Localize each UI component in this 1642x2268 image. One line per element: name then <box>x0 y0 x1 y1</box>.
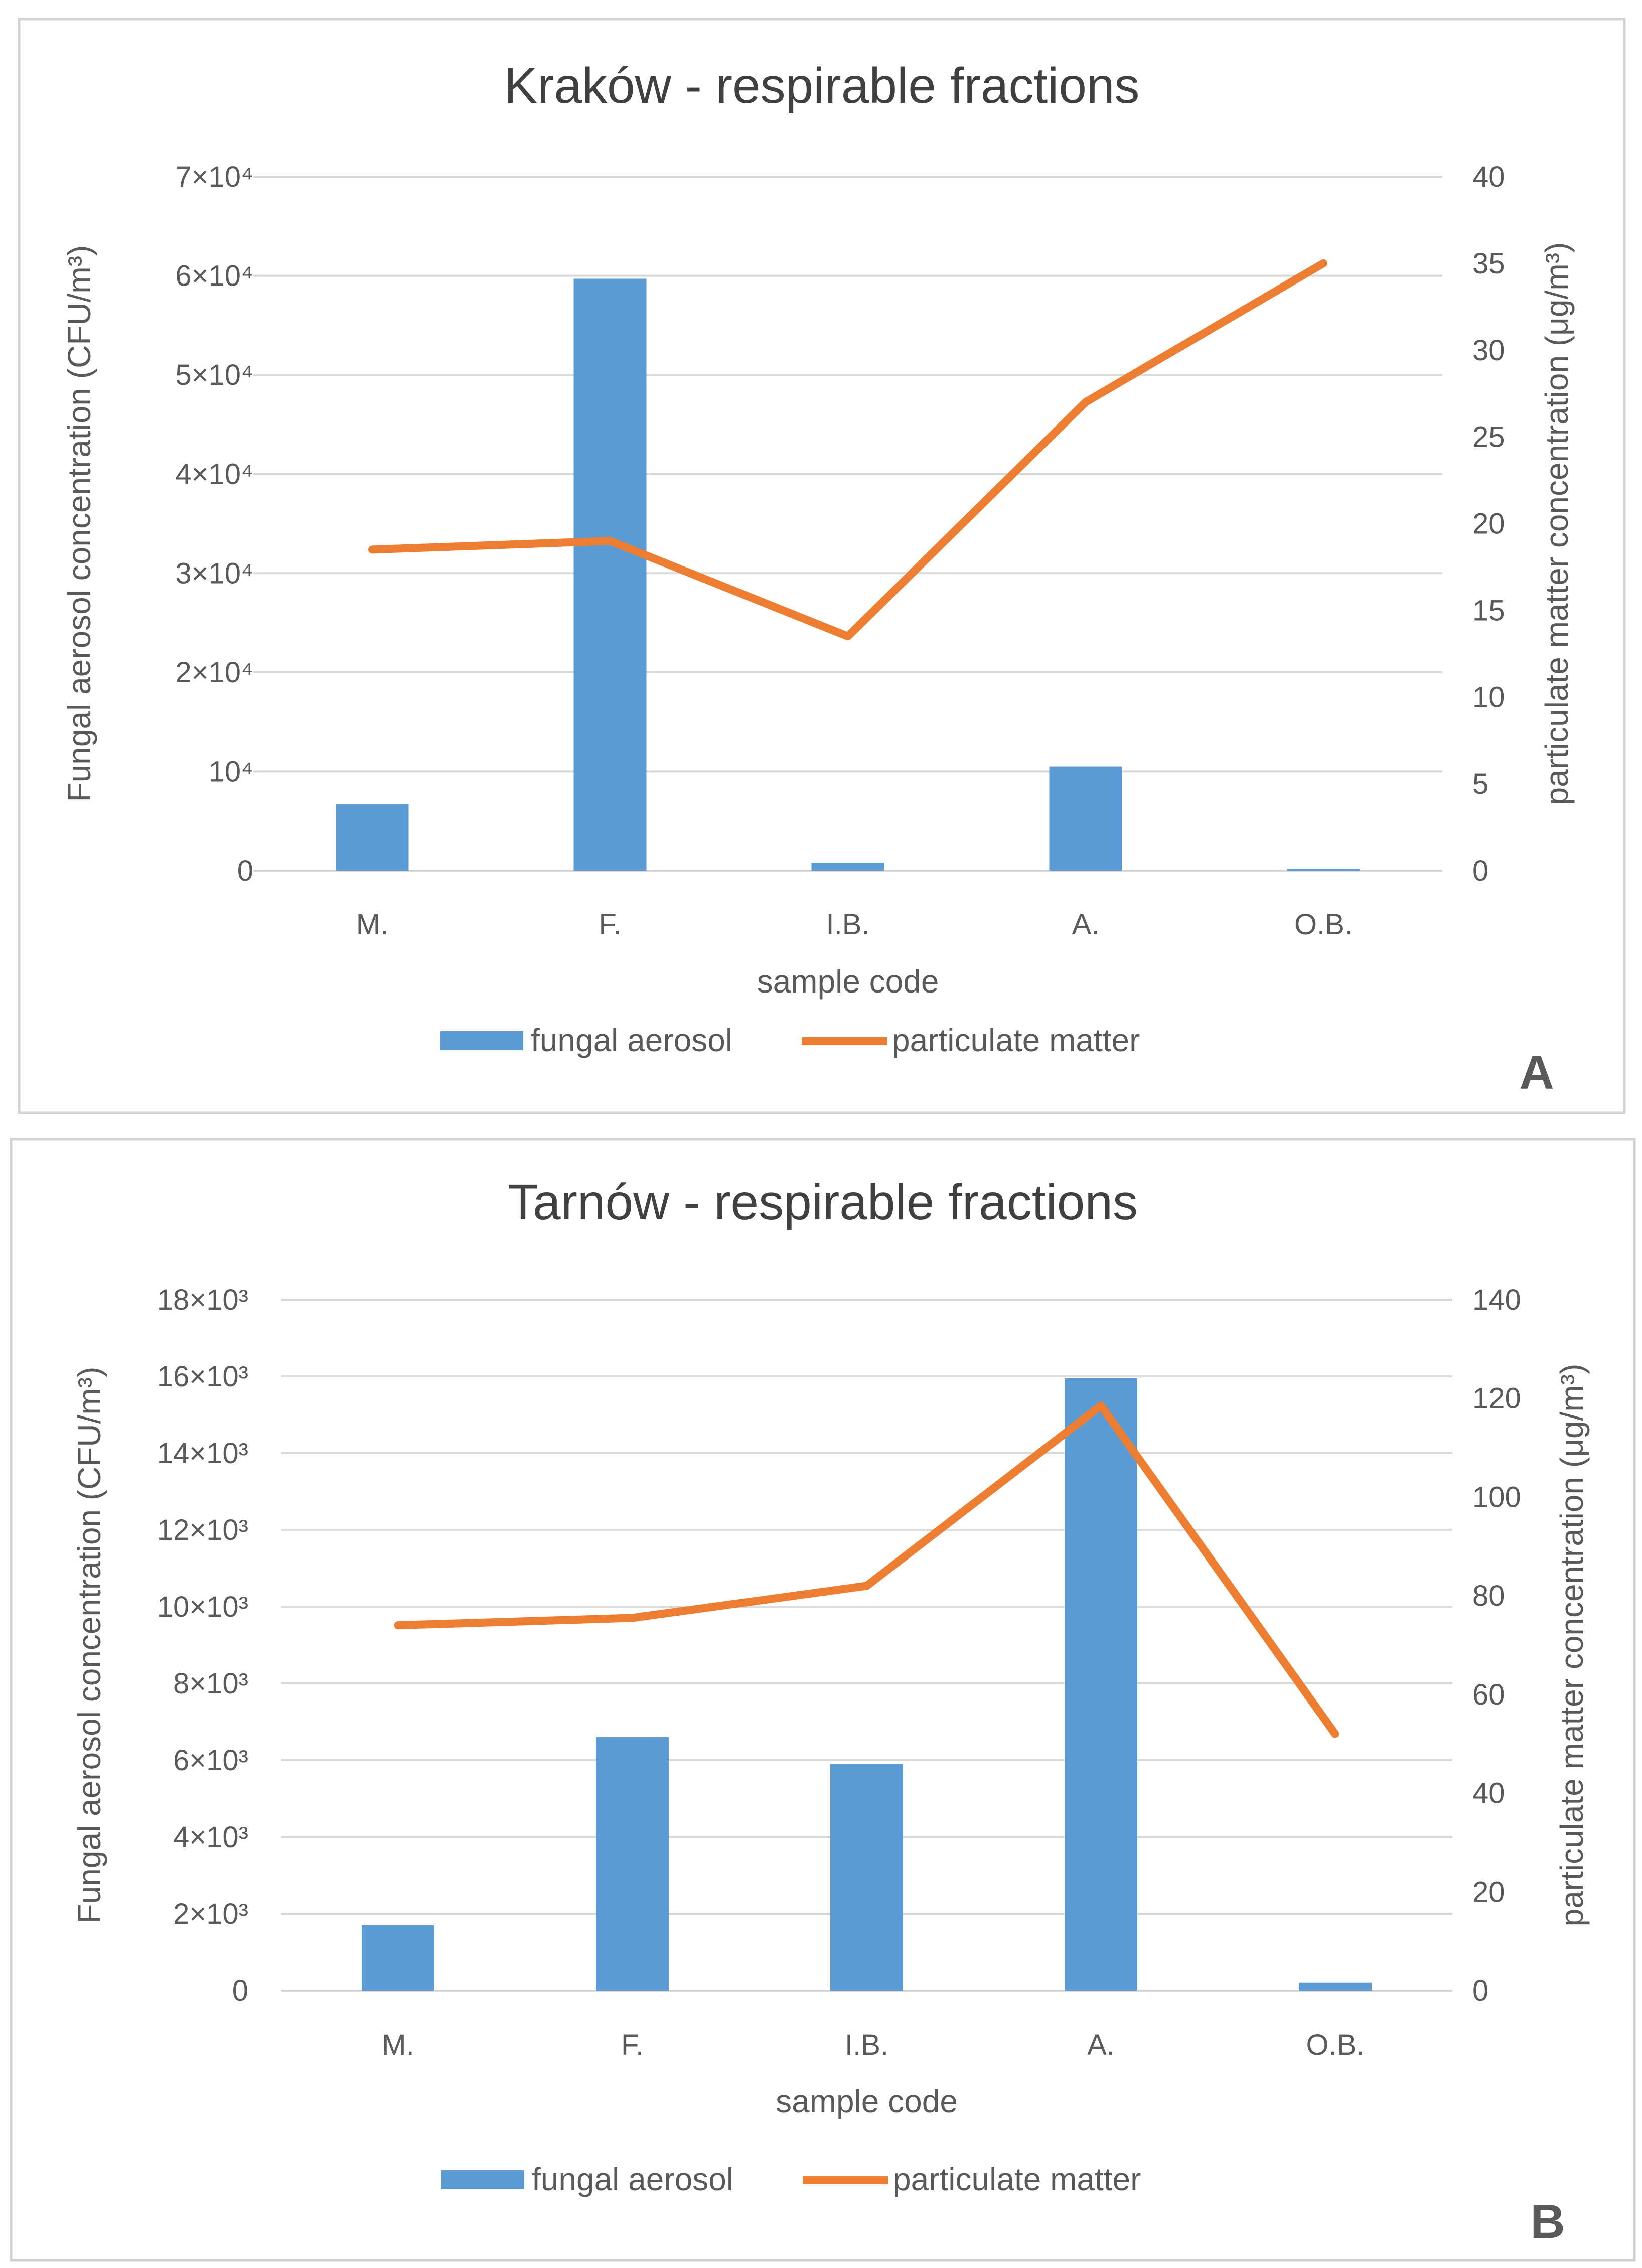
line-point-m <box>372 549 373 550</box>
y-right-tick-label: 40 <box>1472 161 1505 193</box>
x-tick-label: O.B. <box>1294 908 1353 941</box>
y-right-tick-label: 40 <box>1472 1777 1505 1810</box>
line-point-ob <box>1334 1733 1336 1735</box>
y-right-tick-label: 60 <box>1472 1678 1505 1711</box>
line-point-m <box>397 1625 399 1626</box>
bar-f <box>573 278 647 871</box>
x-tick-label: O.B. <box>1306 2029 1364 2061</box>
y-right-tick-label: 35 <box>1472 247 1505 280</box>
x-tick-label: F. <box>621 2029 644 2061</box>
y-left-tick-label: 5×10⁴ <box>175 359 253 391</box>
x-tick-label: A. <box>1072 908 1100 941</box>
chart-panel-a: Kraków - respirable fractions 0 10⁴ 2×10⁴ 3×… <box>18 18 1626 1114</box>
bar-ob <box>1299 1982 1372 1991</box>
line-point-ob <box>1323 262 1324 264</box>
y-left-tick-label: 18×10³ <box>157 1284 248 1316</box>
x-axis-label: sample code <box>776 2083 958 2119</box>
bar-m <box>336 804 409 871</box>
y-left-tick-label: 7×10⁴ <box>175 161 253 193</box>
y-right-tick-label: 25 <box>1472 421 1505 454</box>
y-left-tick-label: 0 <box>237 855 253 887</box>
line-point-a <box>1085 401 1086 403</box>
y-left-tick-label: 4×10³ <box>173 1821 248 1854</box>
legend-label: particulate matter <box>893 2161 1141 2197</box>
y-right-tick-label: 120 <box>1472 1382 1521 1415</box>
bar-ib <box>811 863 884 871</box>
legend-swatch-bar <box>440 1031 523 1050</box>
y-right-tick-label: 0 <box>1472 1974 1488 2007</box>
y-right-tick-label: 140 <box>1472 1284 1521 1316</box>
y-right-tick-label: 20 <box>1472 508 1505 540</box>
x-tick-label: I.B. <box>845 2029 888 2061</box>
bar-a <box>1049 766 1122 871</box>
chart-frame <box>10 1138 1636 2262</box>
y-right-tick-label: 30 <box>1472 334 1505 367</box>
line-point-f <box>610 540 611 542</box>
y-right-axis-label: particulate matter concentration (μg/m³) <box>1554 1364 1590 1927</box>
y-right-tick-label: 5 <box>1472 768 1488 800</box>
line-point-f <box>632 1617 633 1619</box>
y-left-tick-label: 14×10³ <box>157 1437 248 1470</box>
legend-label: fungal aerosol <box>531 1022 732 1058</box>
y-left-tick-label: 4×10⁴ <box>175 458 253 491</box>
x-tick-label: A. <box>1087 2029 1115 2061</box>
legend-swatch-bar <box>441 2170 524 2189</box>
y-right-tick-label: 15 <box>1472 594 1505 627</box>
line-point-a <box>1100 1405 1102 1406</box>
panel-letter: A <box>1519 1046 1554 1099</box>
x-tick-label: F. <box>599 908 621 941</box>
y-left-tick-label: 3×10⁴ <box>175 557 253 590</box>
line-point-ib <box>866 1585 867 1587</box>
legend-label: particulate matter <box>892 1022 1140 1058</box>
bar-f <box>596 1737 669 1991</box>
y-right-tick-label: 80 <box>1472 1580 1505 1612</box>
y-left-tick-label: 2×10³ <box>173 1898 248 1930</box>
legend-label: fungal aerosol <box>532 2161 733 2197</box>
bar-ib <box>830 1764 903 1991</box>
y-left-tick-label: 16×10³ <box>157 1360 248 1393</box>
y-left-tick-label: 6×10³ <box>173 1744 248 1777</box>
line-series-particulate-matter <box>394 1401 1339 1738</box>
y-left-tick-label: 2×10⁴ <box>175 656 253 689</box>
y-right-tick-label: 10 <box>1472 681 1505 714</box>
x-tick-label: M. <box>382 2029 414 2061</box>
y-right-tick-label: 0 <box>1472 855 1488 887</box>
bar-ob <box>1287 869 1360 871</box>
chart-title: Kraków - respirable fractions <box>504 58 1139 114</box>
chart-title: Tarnów - respirable fractions <box>508 1174 1138 1230</box>
x-axis-label: sample code <box>757 963 939 1000</box>
bar-a <box>1065 1378 1137 1991</box>
chart-panel-b: Tarnów - respirable fractions 0 2×10³ 4×10³… <box>10 1138 1636 2262</box>
line-series-particulate-matter <box>368 259 1327 641</box>
x-tick-label: I.B. <box>826 908 869 941</box>
y-left-tick-label: 10×10³ <box>157 1591 248 1623</box>
bar-m <box>362 1925 434 1991</box>
y-right-tick-label: 20 <box>1472 1876 1505 1908</box>
y-left-axis-label: Fungal aerosol concentration (CFU/m³) <box>71 1367 107 1924</box>
y-left-tick-label: 6×10⁴ <box>175 260 253 293</box>
panel-letter: B <box>1530 2195 1565 2248</box>
y-right-axis-label: particulate matter concentration (μg/m³) <box>1539 242 1575 805</box>
y-left-tick-label: 10⁴ <box>209 755 253 788</box>
line-point-ib <box>847 636 848 637</box>
y-right-tick-label: 100 <box>1472 1481 1521 1513</box>
y-left-tick-label: 12×10³ <box>157 1514 248 1546</box>
chart-frame <box>18 18 1626 1114</box>
y-left-axis-label: Fungal aerosol concentration (CFU/m³) <box>61 245 97 802</box>
x-tick-label: M. <box>356 908 388 941</box>
y-left-tick-label: 0 <box>232 1974 248 2007</box>
y-left-tick-label: 8×10³ <box>173 1667 248 1700</box>
